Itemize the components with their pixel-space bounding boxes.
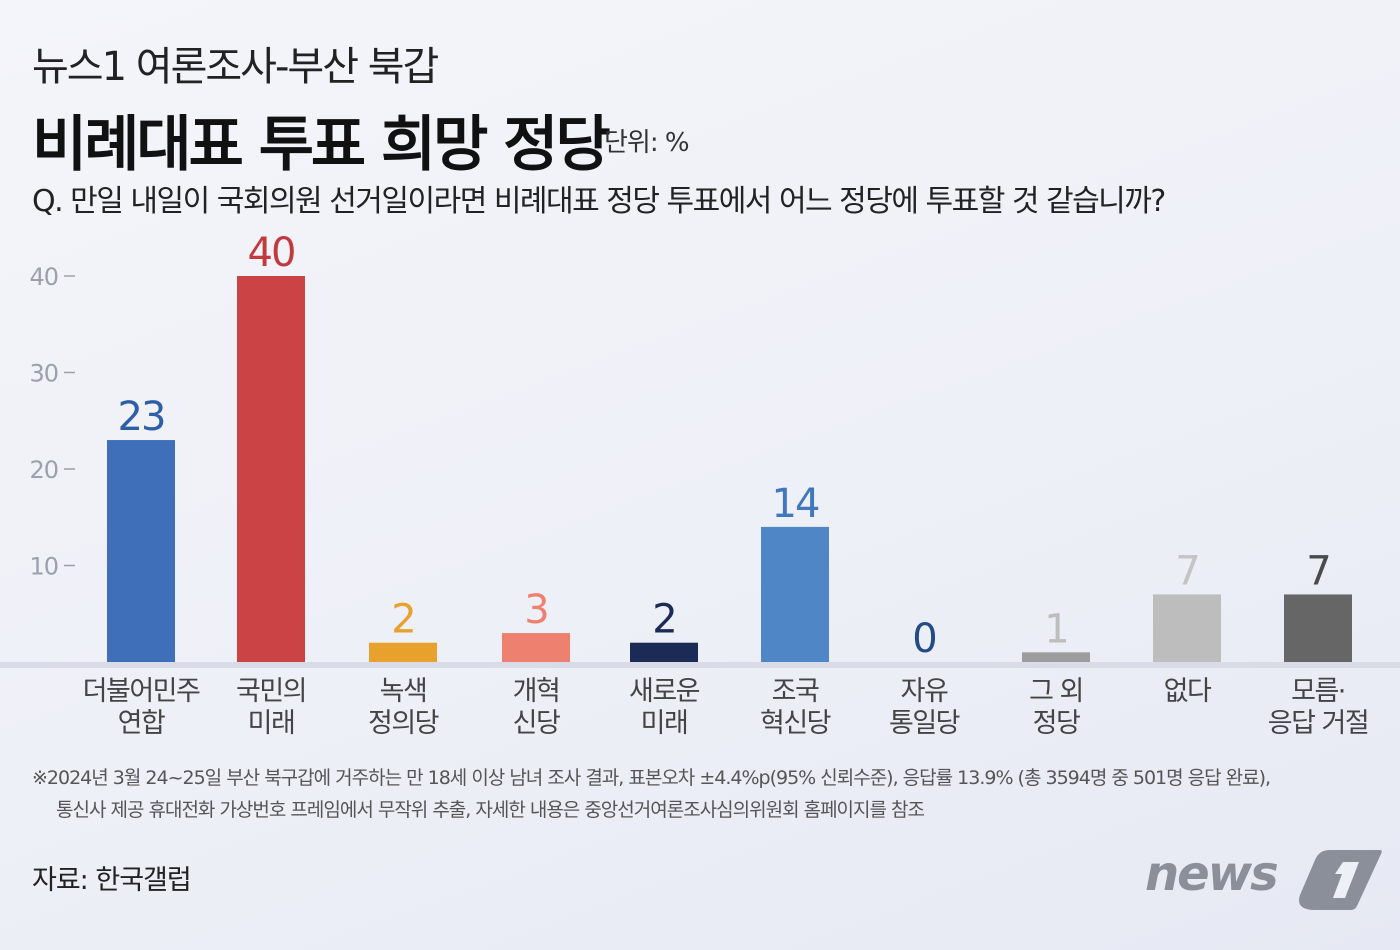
category-label: 새로운 bbox=[629, 676, 700, 707]
category-label: 조국 bbox=[772, 676, 819, 707]
data-label: 7 bbox=[1306, 548, 1329, 594]
category-label: 개혁 bbox=[513, 676, 560, 707]
bar bbox=[1022, 652, 1090, 662]
footnote: ※2024년 3월 24~25일 부산 북구갑에 거주하는 만 18세 이상 남… bbox=[32, 762, 1271, 826]
category-label: 신당 bbox=[513, 708, 560, 739]
category-label: 없다 bbox=[1164, 676, 1212, 707]
baseline bbox=[0, 662, 1400, 668]
category-label: 자유 bbox=[901, 676, 948, 707]
data-label: 7 bbox=[1175, 548, 1198, 594]
data-label: 2 bbox=[652, 597, 675, 643]
bar bbox=[502, 633, 570, 662]
footnote-line-2: 통신사 제공 휴대전화 가상번호 프레임에서 무작위 추출, 자세한 내용은 중… bbox=[56, 799, 925, 821]
bar bbox=[369, 642, 437, 662]
category-label: 정당 bbox=[1033, 708, 1080, 739]
data-label: 14 bbox=[772, 481, 819, 527]
y-tick-label: 40 bbox=[29, 263, 58, 291]
survey-question: Q. 만일 내일이 국회의원 선거일이라면 비례대표 정당 투표에서 어느 정당… bbox=[32, 184, 1166, 219]
footnote-line-1: ※2024년 3월 24~25일 부산 북구갑에 거주하는 만 18세 이상 남… bbox=[32, 767, 1271, 789]
supertitle: 뉴스1 여론조사-부산 북갑 bbox=[32, 44, 439, 90]
category-label: 정의당 bbox=[368, 708, 439, 739]
category-label: 그 외 bbox=[1029, 676, 1083, 707]
chart-title: 비례대표 투표 희망 정당 bbox=[32, 110, 611, 180]
bar-chart: 1020304023더불어민주연합40국민의미래2녹색정의당3개혁신당2새로운미… bbox=[0, 230, 1400, 739]
category-label: 미래 bbox=[248, 708, 295, 739]
category-label: 응답 거절 bbox=[1268, 708, 1368, 739]
data-label: 23 bbox=[118, 394, 165, 440]
category-label: 녹색 bbox=[380, 676, 427, 707]
data-label: 1 bbox=[1044, 606, 1067, 652]
unit-label: 단위: % bbox=[604, 128, 690, 158]
y-tick-label: 10 bbox=[29, 553, 58, 581]
data-label: 3 bbox=[524, 587, 547, 633]
bar bbox=[107, 440, 175, 662]
y-tick-label: 30 bbox=[29, 360, 58, 388]
category-label: 미래 bbox=[641, 708, 688, 739]
category-label: 통일당 bbox=[889, 708, 960, 739]
y-tick-label: 20 bbox=[29, 456, 58, 484]
bar bbox=[630, 642, 698, 662]
category-label: 모름· bbox=[1291, 676, 1345, 707]
svg-text:news: news bbox=[1145, 846, 1277, 902]
category-label: 더불어민주 bbox=[83, 676, 200, 707]
news1-logo: news bbox=[1145, 846, 1382, 910]
data-label: 2 bbox=[391, 597, 414, 643]
bar bbox=[761, 526, 829, 662]
bar bbox=[1284, 594, 1352, 662]
bar bbox=[237, 276, 305, 662]
category-label: 연합 bbox=[118, 708, 165, 739]
category-label: 국민의 bbox=[236, 676, 306, 707]
data-label: 0 bbox=[912, 616, 935, 662]
category-label: 혁신당 bbox=[760, 708, 831, 739]
source-label: 자료: 한국갤럽 bbox=[32, 865, 192, 896]
data-label: 40 bbox=[248, 230, 295, 276]
bar bbox=[1153, 594, 1221, 662]
